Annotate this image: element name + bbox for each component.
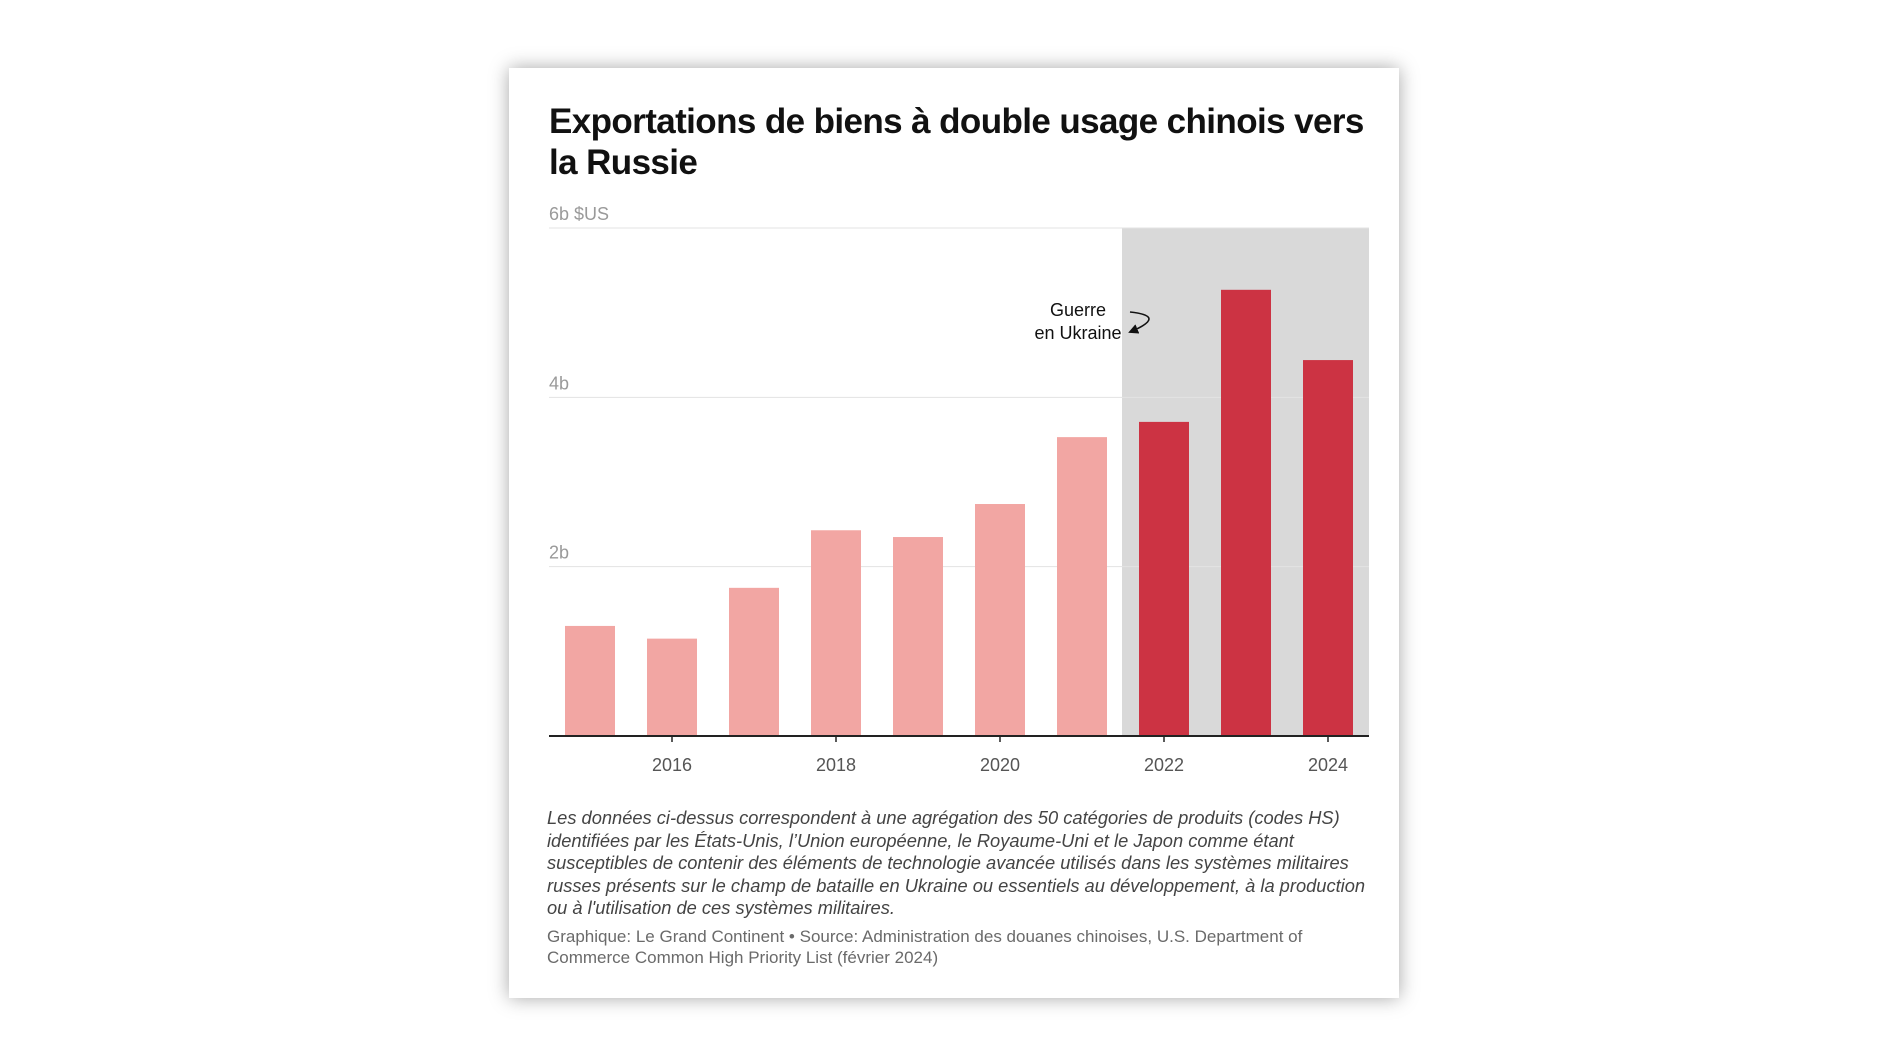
x-tick-label: 2022	[1144, 755, 1184, 775]
bar-2017	[729, 587, 779, 736]
bar-2019	[893, 537, 943, 736]
bar-2021	[1057, 437, 1107, 736]
bar-2016	[647, 638, 697, 736]
bar-2020	[975, 504, 1025, 736]
x-tick-label: 2020	[980, 755, 1020, 775]
annotation-text: en Ukraine	[1034, 323, 1121, 343]
annotation-arrow	[1128, 311, 1150, 334]
x-tick-label: 2016	[652, 755, 692, 775]
y-tick-label: 2b	[549, 543, 569, 563]
annotation-text: Guerre	[1050, 300, 1106, 320]
y-tick-label: 6b $US	[549, 204, 609, 224]
x-tick-label: 2018	[816, 755, 856, 775]
chart-title: Exportations de biens à double usage chi…	[549, 102, 1364, 182]
y-tick-label: 4b	[549, 373, 569, 393]
bar-2022	[1139, 421, 1189, 736]
x-tick-label: 2024	[1308, 755, 1348, 775]
chart-card: Exportations de biens à double usage chi…	[509, 68, 1399, 998]
bar-2018	[811, 530, 861, 736]
bar-2015	[565, 625, 615, 736]
chart-footnote: Les données ci-dessus correspondent à un…	[547, 807, 1366, 918]
bar-chart: 2b 4b 6b $US 2016 2018 2020 2022 2024 Guerre en…	[549, 204, 1369, 775]
chart-source: Graphique: Le Grand Continent • Source: …	[547, 927, 1303, 967]
bar-2023	[1221, 289, 1271, 736]
bar-2024	[1303, 360, 1353, 736]
